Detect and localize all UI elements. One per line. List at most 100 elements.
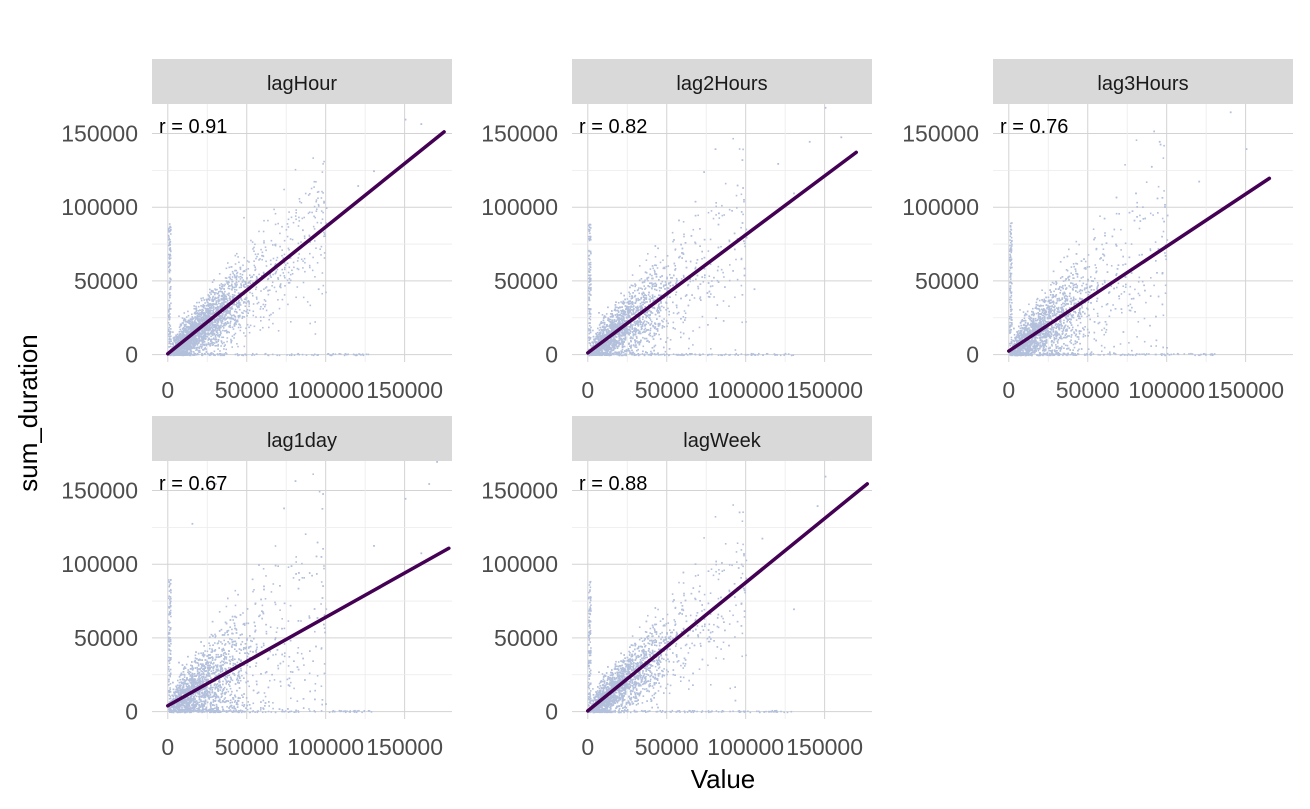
scatter-point [199, 324, 201, 326]
scatter-point [321, 171, 324, 173]
scatter-point [176, 354, 179, 356]
scatter-point [229, 307, 232, 309]
scatter-point [294, 168, 297, 171]
scatter-point [167, 322, 170, 324]
scatter-point [191, 316, 193, 318]
scatter-point [653, 345, 656, 348]
scatter-point [194, 325, 196, 327]
scatter-point [304, 192, 307, 195]
scatter-point [655, 285, 657, 287]
scatter-point [265, 260, 267, 263]
scatter-point [635, 344, 637, 346]
scatter-point [169, 247, 172, 249]
scatter-point [168, 244, 171, 246]
correlation-label: r = 0.91 [159, 116, 227, 138]
scatter-point [210, 353, 213, 356]
scatter-point [188, 326, 191, 329]
scatter-point [200, 299, 203, 302]
scatter-point [225, 353, 228, 355]
scatter-point [200, 316, 203, 318]
scatter-point [188, 322, 190, 324]
scatter-point [671, 231, 674, 234]
scatter-point [207, 327, 209, 329]
scatter-point [256, 302, 259, 305]
scatter-point [367, 353, 370, 356]
scatter-point [638, 292, 640, 295]
scatter-point [209, 342, 212, 345]
scatter-point [207, 328, 209, 330]
scatter-point [184, 350, 186, 353]
scatter-point [634, 283, 636, 285]
scatter-point [182, 344, 185, 347]
scatter-point [261, 251, 264, 254]
scatter-point [658, 303, 660, 305]
scatter-point [229, 298, 232, 300]
scatter-point [209, 352, 212, 355]
scatter-point [643, 329, 646, 331]
scatter-point [211, 281, 214, 283]
scatter-point [212, 297, 214, 299]
scatter-point [251, 354, 253, 356]
scatter-point [621, 346, 624, 349]
scatter-point [642, 345, 645, 348]
scatter-point [689, 299, 691, 301]
scatter-point [635, 335, 638, 338]
scatter-point [225, 300, 227, 303]
scatter-point [229, 312, 231, 315]
scatter-point [203, 320, 206, 322]
scatter-point [229, 273, 232, 276]
scatter-point [694, 267, 696, 270]
scatter-point [256, 255, 258, 258]
scatter-point [274, 244, 276, 246]
scatter-point [191, 347, 193, 349]
scatter-point [637, 353, 639, 355]
scatter-point [221, 304, 224, 307]
scatter-point [733, 232, 736, 235]
scatter-point [287, 282, 290, 284]
scatter-point [249, 282, 252, 285]
scatter-point [214, 334, 217, 337]
scatter-point [614, 335, 616, 338]
scatter-point [607, 317, 609, 319]
scatter-point [177, 340, 180, 343]
scatter-point [239, 329, 242, 332]
scatter-point [662, 320, 664, 323]
scatter-point [592, 341, 594, 344]
scatter-point [264, 303, 267, 306]
scatter-point [172, 342, 174, 345]
scatter-point [637, 342, 639, 344]
scatter-point [168, 330, 170, 332]
scatter-point [209, 304, 211, 307]
scatter-point [325, 291, 327, 294]
scatter-point [667, 265, 670, 267]
scatter-point [628, 295, 631, 298]
scatter-point [205, 348, 207, 350]
scatter-point [196, 319, 199, 321]
scatter-point [623, 345, 626, 348]
scatter-point [270, 263, 272, 266]
scatter-point [277, 277, 279, 279]
scatter-point [662, 259, 664, 261]
scatter-point [316, 354, 319, 356]
scatter-point [265, 286, 268, 288]
scatter-point [168, 237, 171, 240]
scatter-point [169, 277, 171, 279]
scatter-point [193, 339, 195, 342]
scatter-point [243, 285, 245, 288]
scatter-point [238, 315, 241, 318]
scatter-point [290, 321, 292, 323]
scatter-point [272, 322, 274, 325]
scatter-point [310, 187, 313, 190]
scatter-point [227, 280, 230, 283]
scatter-point [237, 345, 239, 348]
scatter-point [211, 342, 213, 345]
scatter-point [208, 312, 210, 315]
scatter-point [212, 303, 214, 306]
scatter-point [201, 322, 203, 325]
scatter-point [170, 353, 172, 355]
scatter-point [243, 280, 245, 283]
scatter-point [264, 305, 266, 308]
scatter-point [710, 293, 712, 295]
scatter-point [208, 295, 210, 298]
scatter-point [260, 248, 262, 251]
